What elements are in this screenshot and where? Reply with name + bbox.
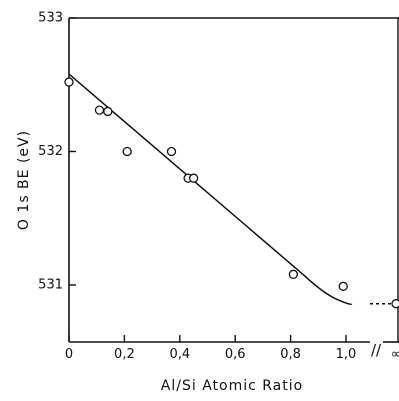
data-points (64, 77, 399, 309)
x-tick-label-5: 1,0 (336, 347, 357, 362)
y-axis-title: O 1s BE (eV) (16, 130, 32, 230)
data-point-4 (166, 146, 177, 157)
x-tick-label-1: 0,2 (114, 347, 135, 362)
infinity-tick-label: ∞ (391, 347, 399, 362)
trend-line-group (68, 73, 392, 305)
ticks: 0 0,2 0,4 0,6 0,8 1,0 531 532 533 (38, 11, 356, 363)
data-point-0 (64, 77, 74, 87)
data-point-8 (338, 281, 348, 291)
x-axis-title: Al/Si Atomic Ratio (161, 378, 303, 394)
data-point-7 (288, 269, 299, 279)
data-point-3 (122, 146, 132, 157)
x-tick-label-3: 0,6 (225, 347, 246, 362)
x-tick-label-4: 0,8 (280, 347, 301, 362)
x-tick-label-0: 0 (65, 347, 73, 362)
y-tick-label-0: 531 (38, 278, 63, 293)
x-tick-label-2: 0,4 (169, 347, 190, 362)
data-point-2 (103, 106, 113, 117)
data-point-infinity (391, 299, 399, 309)
trend-line (68, 73, 353, 305)
y-tick-label-1: 532 (38, 144, 63, 159)
axis-break-mark: // (371, 341, 382, 359)
data-point-1 (94, 105, 105, 115)
data-point-6 (188, 173, 199, 183)
y-tick-label-2: 533 (38, 11, 63, 26)
